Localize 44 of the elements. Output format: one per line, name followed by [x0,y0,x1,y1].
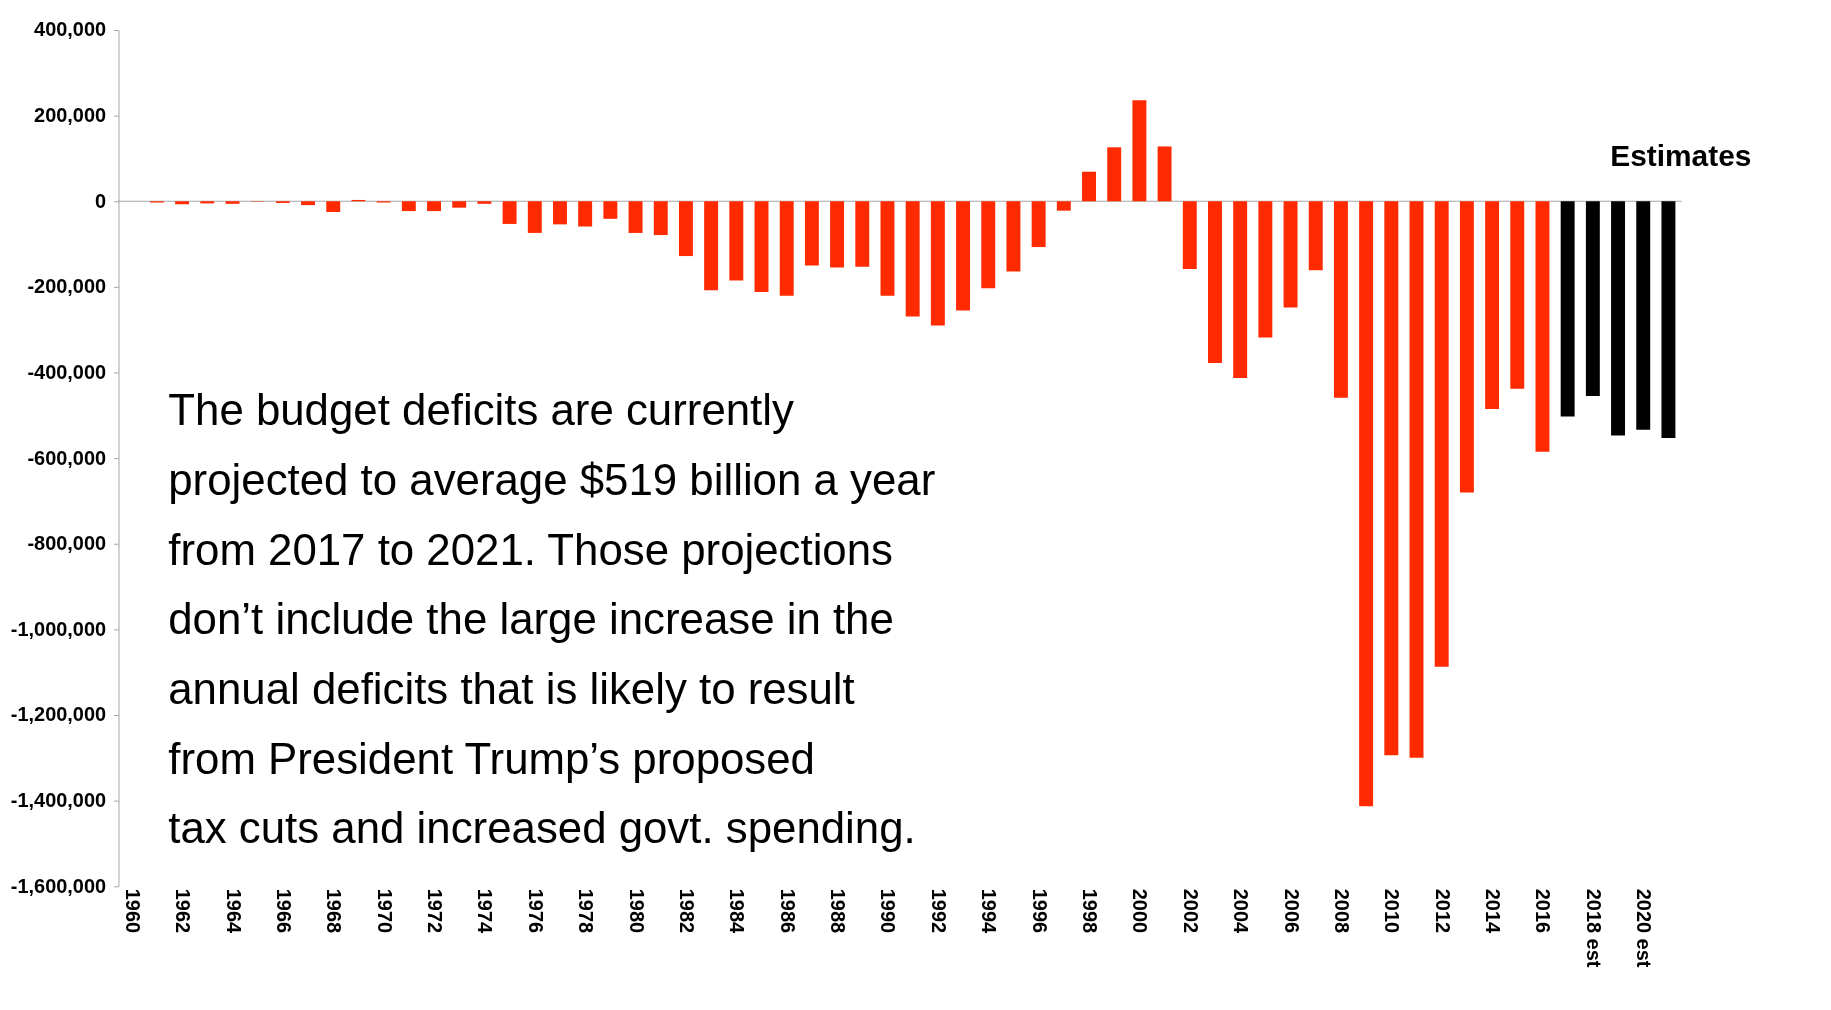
annotation: The budget deficits are currently projected to average $519 billion a year from 2017 to 2021. Those projections don’t include the large increase in the annual deficits that is likely to result from President Trump’s proposed tax cuts and increased govt. spending. [168,385,936,853]
x-tick-label: 2016 [1532,888,1555,934]
y-tick-label: -600,000 [27,446,107,469]
x-tick-label: 1988 [827,888,850,934]
x-tick-label: 2008 [1330,888,1353,934]
annotation: Estimates [1610,139,1752,173]
y-tick-label: -400,000 [27,360,107,383]
x-tick-label: 1984 [726,888,749,934]
x-tick-label: 1966 [272,888,295,934]
x-tick-label: 1994 [978,888,1001,934]
x-tick-label: 2012 [1431,888,1454,934]
x-tick-label: 1992 [927,888,950,934]
x-tick-label: 1976 [524,888,547,934]
x-tick-label: 1974 [474,888,497,934]
y-tick-label: -1,000,000 [10,617,107,640]
x-tick-label: 2010 [1381,888,1404,934]
x-tick-label: 2006 [1280,888,1303,934]
y-tick-label: -800,000 [27,532,107,555]
y-tick-label: -200,000 [27,275,107,298]
x-tick-label: 1986 [776,888,799,934]
x-tick-label: 1996 [1028,888,1051,934]
x-tick-label: 1982 [675,888,698,934]
x-tick-label: 1968 [323,888,346,934]
x-tick-label: 2018 est [1582,888,1605,968]
x-tick-label: 1990 [877,888,900,934]
x-tick-label: 1978 [575,888,598,934]
x-tick-label: 1998 [1079,888,1102,934]
x-tick-label: 2002 [1179,888,1202,934]
x-tick-label: 2014 [1482,888,1505,934]
x-tick-label: 2000 [1129,888,1152,934]
y-tick-label: -1,600,000 [10,874,107,897]
x-tick-label: 1962 [172,888,195,934]
y-tick-label: 0 [94,189,107,212]
x-tick-label: 2020 est [1633,888,1656,968]
x-tick-label: 1970 [373,888,396,934]
x-tick-label: 1972 [424,888,447,934]
y-tick-label: 200,000 [34,104,107,127]
x-tick-label: 1960 [121,888,144,934]
y-tick-label: -1,200,000 [10,703,107,726]
x-tick-label: 1980 [625,888,648,934]
y-tick-label: 400,000 [34,18,107,41]
y-tick-label: -1,400,000 [10,789,107,812]
x-tick-label: 1964 [222,888,245,934]
x-tick-label: 2004 [1230,888,1253,934]
